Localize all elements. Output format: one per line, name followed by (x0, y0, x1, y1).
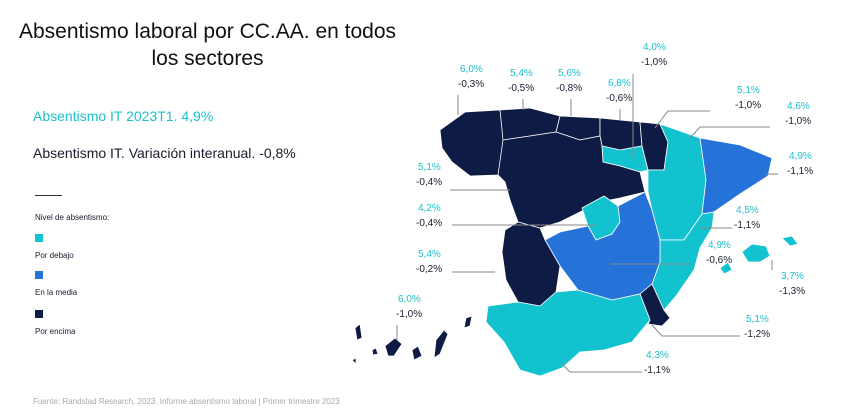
legend-label-above: Por encima (35, 327, 76, 336)
region-shape-andalucia (485, 289, 651, 377)
region-shape-canarias (354, 323, 363, 341)
rate-label-comunitat-valenciana: 4,5% (736, 205, 759, 216)
rate-label-castilla-y-leon: 5,1% (418, 162, 441, 173)
region-galicia (439, 109, 506, 177)
rate-label-baleares: 3,7% (781, 271, 804, 282)
rate-label-andalucia: 4,3% (646, 350, 669, 361)
region-andalucia (485, 289, 651, 377)
region-shape-canarias (384, 337, 403, 357)
region-shape-canarias (411, 345, 423, 361)
region-shape-cataluna (699, 137, 773, 215)
change-label-baleares: -1,3% (779, 286, 805, 297)
leader-line-murcia (651, 324, 740, 337)
leader-line-navarra (654, 110, 710, 129)
change-label-andalucia: -1,1% (644, 365, 670, 376)
region-shape-baleares (781, 235, 799, 247)
divider (35, 195, 62, 196)
region-shape-pais-vasco (599, 117, 643, 151)
source-note: Fuente: Randstad Research, 2023. Informe… (33, 397, 340, 406)
change-label-galicia: -0,3% (458, 79, 484, 90)
region-shape-galicia (439, 109, 506, 177)
leader-line-aragon (689, 126, 770, 139)
rate-label-la-rioja: 4,0% (643, 42, 666, 53)
change-label-cataluna: -1,1% (787, 166, 813, 177)
region-shape-extremadura (501, 221, 561, 307)
legend-label-average: En la media (35, 288, 78, 297)
change-label-canarias: -1,0% (396, 309, 422, 320)
rate-label-navarra: 5,1% (737, 85, 760, 96)
kpi-rate: Absentismo IT 2023T1. 4,9% (33, 108, 214, 124)
change-label-la-rioja: -1,0% (641, 57, 667, 68)
change-label-aragon: -1,0% (785, 116, 811, 127)
legend-swatch-below (35, 234, 43, 242)
rate-label-extremadura: 5,4% (418, 249, 441, 260)
legend-title: Nivel de absentismo: (35, 213, 110, 222)
change-label-castilla-la-mancha: -0,6% (706, 255, 732, 266)
change-label-castilla-y-leon: -0,4% (416, 177, 442, 188)
rate-label-madrid: 4,2% (418, 203, 441, 214)
change-label-comunitat-valenciana: -1,1% (734, 220, 760, 231)
region-shape-baleares (719, 261, 733, 275)
region-cataluna (699, 137, 773, 215)
change-label-extremadura: -0,2% (416, 264, 442, 275)
region-shape-canarias (433, 329, 449, 359)
region-shape-canarias (371, 347, 379, 356)
legend-swatch-average (35, 271, 43, 279)
change-label-murcia: -1,2% (744, 329, 770, 340)
rate-label-asturias: 5,4% (510, 68, 533, 79)
change-label-madrid: -0,4% (416, 218, 442, 229)
region-shape-canarias (351, 357, 357, 365)
change-label-asturias: -0,5% (508, 83, 534, 94)
region-shape-baleares (741, 243, 771, 263)
rate-label-castilla-la-mancha: 4,9% (708, 240, 731, 251)
region-pais-vasco (599, 117, 643, 151)
region-extremadura (501, 221, 561, 307)
region-canarias (351, 315, 473, 365)
legend-label-below: Por debajo (35, 251, 74, 260)
rate-label-galicia: 6,0% (460, 64, 483, 75)
region-castilla-y-leon (497, 131, 646, 229)
page-title: Absentismo laboral por CC.AA. en todos l… (18, 20, 397, 70)
rate-label-murcia: 5,1% (746, 314, 769, 325)
legend-swatch-above (35, 310, 43, 318)
rate-label-cantabria: 5,6% (558, 68, 581, 79)
leader-line-andalucia (561, 363, 642, 373)
change-label-pais-vasco: -0,6% (606, 93, 632, 104)
rate-label-cataluna: 4,9% (789, 151, 812, 162)
rate-label-aragon: 4,6% (787, 101, 810, 112)
kpi-change: Absentismo IT. Variación interanual. -0,… (33, 145, 296, 161)
change-label-cantabria: -0,8% (556, 83, 582, 94)
change-label-navarra: -1,0% (735, 100, 761, 111)
region-shape-canarias (463, 315, 473, 329)
rate-label-canarias: 6,0% (398, 294, 421, 305)
region-shape-castilla-y-leon (497, 131, 646, 229)
rate-label-pais-vasco: 6,8% (608, 78, 631, 89)
region-baleares (719, 235, 799, 275)
